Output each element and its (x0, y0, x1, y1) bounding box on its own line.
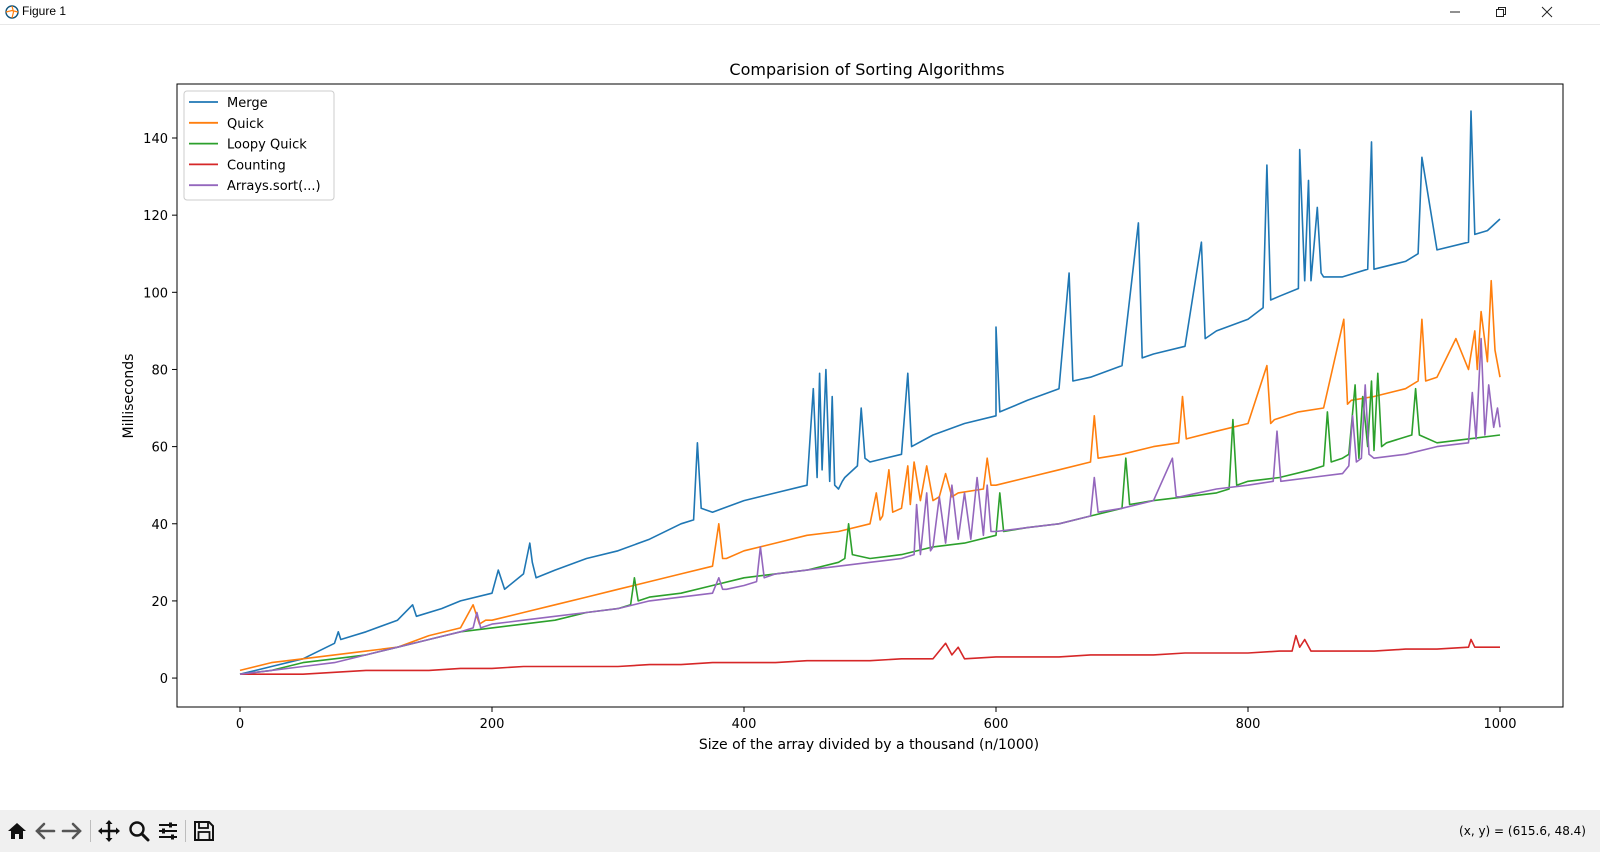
x-axis-label: Size of the array divided by a thousand … (699, 737, 1039, 753)
legend-entry: Merge (227, 96, 268, 111)
series-line-quick (239, 279, 1501, 672)
toolbar-separator (185, 820, 186, 842)
series-line-arrays-sort (239, 337, 1501, 675)
y-tick-label: 0 (160, 672, 168, 687)
y-tick-label: 140 (143, 132, 168, 147)
home-icon (8, 823, 26, 839)
cursor-coordinates: (x, y) = (615.6, 48.4) (1459, 824, 1586, 838)
window-title: Figure 1 (22, 4, 67, 18)
chart-title: Comparision of Sorting Algorithms (729, 60, 1004, 79)
figure-app-icon (5, 5, 19, 19)
x-tick-label: 200 (480, 717, 505, 732)
navigation-toolbar: (x, y) = (615.6, 48.4) (0, 810, 1600, 852)
x-tick-label: 0 (236, 717, 244, 732)
pan-button[interactable] (96, 818, 122, 844)
save-icon (194, 821, 214, 841)
series-line-merge (239, 110, 1501, 675)
back-arrow-icon (35, 822, 56, 840)
x-tick-label: 800 (1236, 717, 1261, 732)
x-tick-label: 600 (984, 717, 1009, 732)
legend-entry: Arrays.sort(...) (227, 179, 321, 194)
series-group (239, 110, 1501, 676)
forward-arrow-icon (61, 822, 82, 840)
y-tick-label: 60 (151, 441, 168, 456)
configure-subplots-icon (159, 822, 177, 840)
x-tick-label: 1000 (1483, 717, 1516, 732)
legend-box (183, 90, 335, 201)
x-tick-label: 400 (732, 717, 757, 732)
toolbar-separator (90, 820, 91, 842)
y-tick-label: 20 (151, 595, 168, 610)
back-button[interactable] (32, 818, 58, 844)
home-button[interactable] (4, 818, 30, 844)
x-axis: 0 200 400 600 800 1000 (236, 707, 1517, 732)
y-axis-label: Milliseconds (121, 354, 137, 439)
close-icon (1541, 6, 1553, 18)
y-tick-label: 120 (143, 209, 168, 224)
minimize-icon (1450, 11, 1460, 13)
zoom-icon (129, 821, 150, 842)
save-button[interactable] (191, 818, 217, 844)
chart-figure[interactable]: Comparision of Sorting Algorithms 0 200 40… (0, 25, 1600, 810)
legend-entry: Loopy Quick (227, 138, 307, 153)
restore-icon (1496, 7, 1506, 17)
y-axis: 0 20 40 60 80 100 120 140 (143, 132, 177, 687)
plot-area (176, 83, 1564, 708)
zoom-button[interactable] (126, 818, 152, 844)
configure-subplots-button[interactable] (155, 818, 181, 844)
legend: Merge Quick Loopy Quick Counting Arrays.sort… (183, 90, 335, 201)
pan-icon (98, 820, 120, 842)
series-line-counting (240, 634, 1500, 676)
forward-button[interactable] (59, 818, 85, 844)
legend-entry: Quick (227, 117, 264, 132)
legend-entry: Counting (227, 158, 286, 173)
close-button[interactable] (1524, 0, 1570, 24)
window-titlebar: Figure 1 (0, 0, 1600, 25)
minimize-button[interactable] (1432, 0, 1478, 24)
restore-button[interactable] (1478, 0, 1524, 24)
y-tick-label: 40 (151, 518, 168, 533)
y-tick-label: 100 (143, 286, 168, 301)
y-tick-label: 80 (151, 363, 168, 378)
